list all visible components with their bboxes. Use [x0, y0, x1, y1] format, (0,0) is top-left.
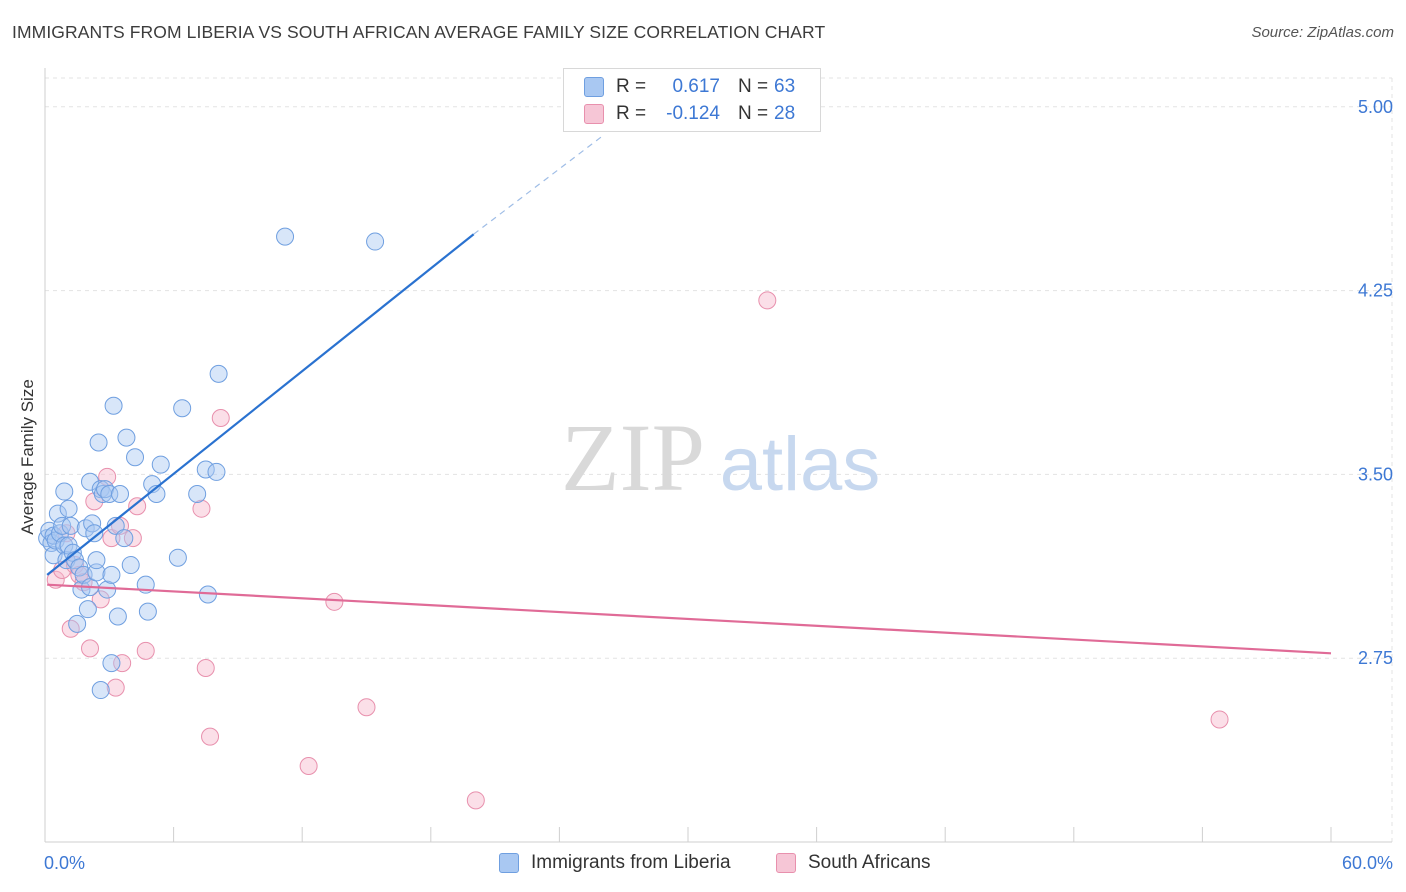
data-point-liberia [89, 433, 108, 452]
data-point-south-africans [128, 497, 147, 516]
data-point-liberia [366, 232, 385, 251]
data-point-south-africans [192, 499, 211, 518]
data-point-liberia [111, 484, 130, 503]
trend-line-liberia-extension [473, 135, 603, 235]
data-point-liberia [276, 227, 295, 246]
watermark: ZIP atlas [561, 404, 880, 511]
liberia-swatch [584, 77, 604, 97]
data-point-liberia [98, 580, 117, 599]
data-point-south-africans [81, 639, 100, 658]
legend-row-liberia: R = 0.617 N = 63 [584, 74, 795, 100]
data-point-liberia [151, 455, 170, 474]
axis-labels: 2.75 3.50 4.25 5.00 0.0% 60.0% Average Family … [18, 97, 1393, 873]
data-point-liberia [87, 563, 106, 582]
data-point-liberia [188, 484, 207, 503]
chart-title: IMMIGRANTS FROM LIBERIA VS SOUTH AFRICAN… [12, 22, 826, 42]
n-label: N = [738, 76, 769, 97]
n-label: N = [738, 103, 769, 124]
legend-label-liberia: Immigrants from Liberia [531, 852, 731, 873]
correlation-legend: R = 0.617 N = 63 R = -0.124 N = 28 [563, 68, 821, 132]
data-point-liberia [138, 602, 157, 621]
data-point-south-africans [201, 727, 220, 746]
data-point-south-africans [1210, 710, 1229, 729]
data-point-liberia [59, 499, 78, 518]
liberia-swatch [499, 853, 519, 873]
data-point-south-africans [211, 409, 230, 428]
y-tick-label: 4.25 [1358, 281, 1393, 301]
data-point-liberia [168, 548, 187, 567]
data-point-south-africans [758, 291, 777, 310]
series-south-africans [46, 291, 1229, 810]
legend-row-south-africans: R = -0.124 N = 28 [584, 101, 795, 127]
south-africans-swatch [776, 853, 796, 873]
data-point-liberia [121, 556, 140, 575]
data-point-south-africans [299, 757, 318, 776]
bottom-legend-liberia[interactable]: Immigrants from Liberia [499, 852, 731, 874]
data-point-liberia [104, 396, 123, 415]
r-value: -0.124 [666, 103, 720, 124]
data-point-liberia [78, 600, 97, 619]
data-point-liberia [61, 516, 80, 535]
data-point-liberia [85, 524, 104, 543]
r-label: R = [616, 103, 647, 124]
trend-lines [46, 135, 1332, 655]
x-tick-label: 0.0% [44, 853, 85, 873]
data-point-liberia [196, 460, 215, 479]
trend-line-south-africans [47, 583, 1332, 655]
data-point-south-africans [466, 791, 485, 810]
legend-label-south-africans: South Africans [808, 852, 931, 873]
data-point-south-africans [113, 654, 132, 673]
source-label: Source: ZipAtlas.com [1251, 24, 1394, 41]
watermark-zip: ZIP [561, 404, 705, 511]
data-point-liberia [91, 681, 110, 700]
bottom-legend-south-africans[interactable]: South Africans [776, 852, 931, 874]
data-point-south-africans [136, 641, 155, 660]
n-value: 28 [774, 103, 796, 124]
r-label: R = [616, 76, 647, 97]
data-point-liberia [126, 448, 145, 467]
data-point-south-africans [196, 658, 215, 677]
data-point-liberia [115, 529, 134, 548]
r-value: 0.617 [672, 76, 720, 97]
data-point-liberia [100, 484, 119, 503]
y-tick-label: 5.00 [1358, 97, 1393, 117]
data-point-liberia [102, 565, 121, 584]
x-tick-label: 60.0% [1342, 853, 1393, 873]
data-point-south-africans [325, 592, 344, 611]
data-point-liberia [209, 364, 228, 383]
data-point-south-africans [91, 590, 110, 609]
trend-line-liberia [46, 233, 475, 576]
series-liberia [38, 227, 385, 700]
data-point-liberia [87, 551, 106, 570]
y-axis-title: Average Family Size [18, 379, 37, 535]
data-point-south-africans [106, 678, 125, 697]
data-point-south-africans [357, 698, 376, 717]
data-point-liberia [102, 654, 121, 673]
data-point-liberia [207, 462, 226, 481]
y-tick-label: 2.75 [1358, 648, 1393, 668]
data-point-liberia [173, 399, 192, 418]
data-point-liberia [68, 614, 87, 633]
watermark-atlas: atlas [720, 422, 881, 507]
data-point-liberia [55, 482, 74, 501]
data-point-liberia [117, 428, 136, 447]
data-point-liberia [81, 472, 100, 491]
south-africans-swatch [584, 104, 604, 124]
gridlines [45, 77, 1393, 842]
y-tick-label: 3.50 [1358, 464, 1393, 484]
data-point-liberia [108, 607, 127, 626]
n-value: 63 [774, 76, 796, 97]
axes [44, 68, 1392, 843]
